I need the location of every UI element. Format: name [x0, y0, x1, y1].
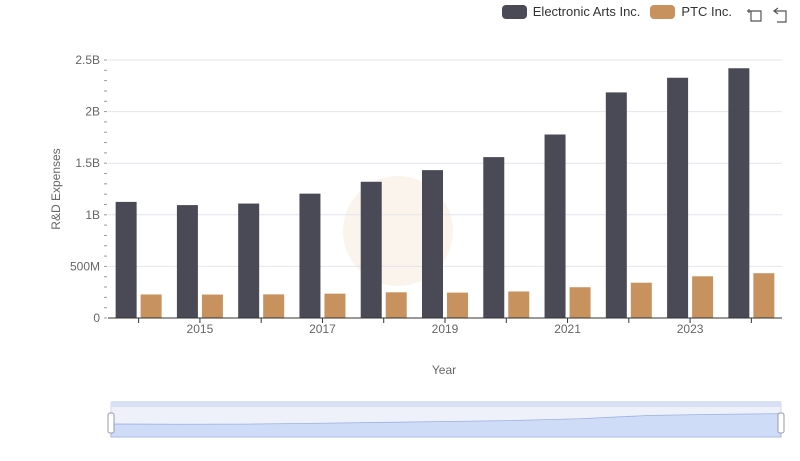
legend-swatch-ptc [650, 4, 676, 19]
legend-item-ptc[interactable]: PTC Inc. [650, 4, 732, 19]
data-zoom-slider[interactable] [107, 401, 785, 438]
bar-ptc-2014[interactable] [140, 294, 162, 318]
y-tick-label: 0 [93, 311, 100, 325]
bar-ptc-2023[interactable] [692, 276, 714, 318]
bar-ptc-2022[interactable] [630, 282, 652, 318]
bar-electronic-arts-2023[interactable] [667, 77, 689, 318]
bar-ptc-2019[interactable] [447, 292, 468, 318]
chart-toolbox [746, 6, 790, 24]
bar-ptc-2016[interactable] [263, 294, 285, 318]
bar-ptc-2021[interactable] [569, 287, 591, 318]
y-axis-ticks: 0 500M 1B 1.5B 2B 2.5B [70, 53, 107, 325]
slider-handle-right[interactable] [777, 412, 785, 434]
legend-label-ptc: PTC Inc. [681, 4, 732, 19]
y-tick-label: 1B [85, 208, 100, 222]
y-tick-label: 2.5B [75, 53, 100, 67]
legend-label-electronic-arts: Electronic Arts Inc. [532, 4, 641, 19]
bar-electronic-arts-2019[interactable] [422, 170, 443, 318]
slider-top-bar[interactable] [111, 401, 781, 407]
legend-swatch-electronic-arts [501, 4, 527, 19]
bar-electronic-arts-2018[interactable] [360, 181, 382, 318]
bar-electronic-arts-2021[interactable] [544, 134, 566, 318]
x-tick-label: 2019 [432, 322, 459, 336]
y-axis-label: R&D Expenses [49, 148, 63, 229]
y-tick-label: 2B [85, 105, 100, 119]
bar-electronic-arts-2024[interactable] [728, 68, 750, 318]
bar-electronic-arts-2016[interactable] [238, 203, 260, 318]
legend: Electronic Arts Inc. PTC Inc. [501, 4, 732, 19]
zoom-icon[interactable] [746, 6, 764, 24]
x-tick-label: 2021 [554, 322, 581, 336]
slider-preview-area [110, 413, 782, 438]
bars [115, 68, 775, 318]
x-tick-label: 2023 [677, 322, 704, 336]
restore-icon[interactable] [772, 6, 790, 24]
x-tick-label: 2015 [187, 322, 214, 336]
legend-item-electronic-arts[interactable]: Electronic Arts Inc. [501, 4, 641, 19]
bar-ptc-2024[interactable] [753, 273, 775, 318]
bar-electronic-arts-2022[interactable] [605, 92, 627, 318]
slider-handle-left[interactable] [107, 412, 115, 434]
bar-electronic-arts-2015[interactable] [176, 205, 198, 318]
bar-electronic-arts-2020[interactable] [483, 157, 505, 318]
x-axis-label: Year [432, 363, 456, 377]
bar-ptc-2015[interactable] [201, 294, 223, 318]
y-tick-label: 1.5B [75, 156, 100, 170]
bar-electronic-arts-2014[interactable] [115, 201, 137, 318]
x-tick-label: 2017 [309, 322, 336, 336]
bar-electronic-arts-2017[interactable] [299, 193, 321, 318]
y-tick-label: 500M [70, 259, 100, 273]
bar-ptc-2018[interactable] [385, 292, 407, 318]
bar-ptc-2017[interactable] [324, 293, 346, 318]
x-axis: 2015 2017 2019 2021 2023 [108, 317, 782, 336]
bar-ptc-2020[interactable] [508, 291, 530, 318]
